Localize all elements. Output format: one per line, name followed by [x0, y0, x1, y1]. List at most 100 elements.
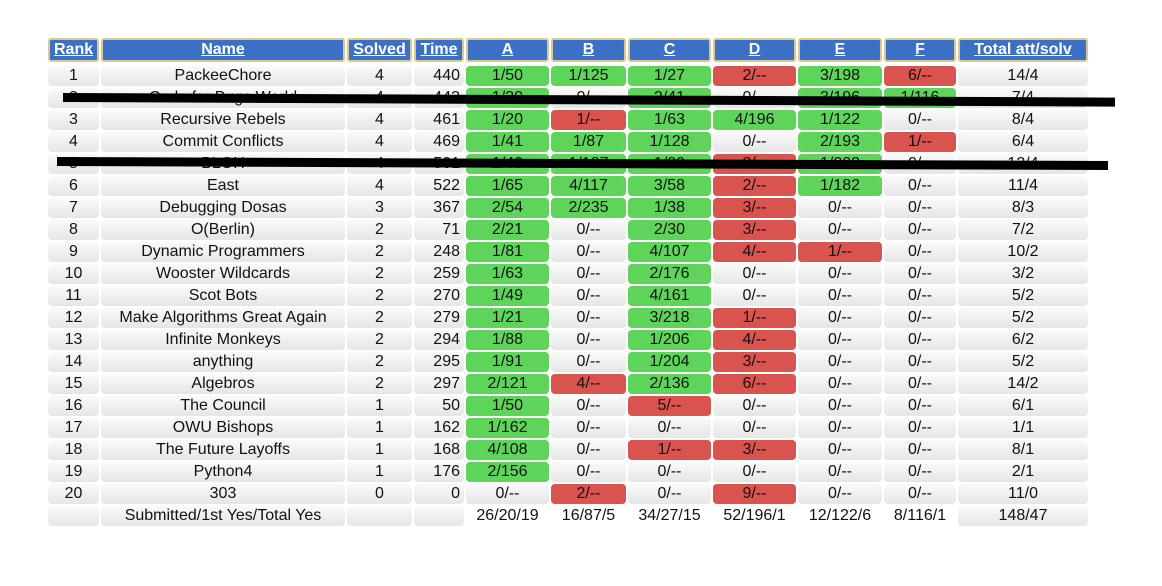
row-cell: Recursive Rebels: [101, 110, 345, 130]
row-cell: anything: [101, 352, 345, 372]
row-cell: 4: [347, 176, 412, 196]
row-cell: Make Algorithms Great Again: [101, 308, 345, 328]
row-cell: 294: [414, 330, 464, 350]
problem-cell: 0/--: [798, 462, 882, 482]
row-cell: 295: [414, 352, 464, 372]
problem-cell: 0/--: [551, 330, 626, 350]
column-header[interactable]: F: [884, 38, 956, 62]
problem-cell: 0/--: [713, 132, 796, 152]
problem-cell: 1/--: [551, 110, 626, 130]
footer-cell: 52/196/1: [723, 507, 786, 524]
problem-cell: 1/--: [798, 242, 882, 262]
row-cell: 522: [414, 176, 464, 196]
problem-cell: 1/49: [466, 286, 549, 306]
row-cell: 4: [347, 66, 412, 86]
row-cell: Debugging Dosas: [101, 198, 345, 218]
row-cell: 11/0: [958, 484, 1088, 504]
problem-cell: 1/27: [628, 66, 711, 86]
column-header[interactable]: Solved: [347, 38, 412, 62]
problem-cell: 0/--: [628, 462, 711, 482]
row-cell: Infinite Monkeys: [101, 330, 345, 350]
problem-cell: 1/128: [628, 132, 711, 152]
row-cell: 2: [347, 308, 412, 328]
row-cell: Python4: [101, 462, 345, 482]
row-cell: 270: [414, 286, 464, 306]
problem-cell: 0/--: [551, 242, 626, 262]
column-header[interactable]: Name: [101, 38, 345, 62]
row-cell: 2: [347, 374, 412, 394]
problem-cell: 1/206: [628, 330, 711, 350]
row-cell: 469: [414, 132, 464, 152]
footer-total: 148/47: [958, 506, 1088, 526]
row-cell: 8/4: [958, 110, 1088, 130]
problem-cell: 0/--: [798, 396, 882, 416]
row-cell: 1: [347, 396, 412, 416]
row-cell: 6: [48, 176, 99, 196]
problem-cell: 0/--: [884, 418, 956, 438]
column-header[interactable]: A: [466, 38, 549, 62]
problem-cell: 4/--: [713, 242, 796, 262]
footer-cell: 16/87/5: [561, 507, 616, 524]
column-header[interactable]: Time: [414, 38, 464, 62]
problem-cell: 0/--: [713, 264, 796, 284]
problem-cell: 2/176: [628, 264, 711, 284]
problem-cell: 0/--: [551, 308, 626, 328]
row-cell: 168: [414, 440, 464, 460]
row-cell: 71: [414, 220, 464, 240]
footer-cell: [347, 506, 412, 526]
problem-cell: 2/21: [466, 220, 549, 240]
problem-cell: 3/--: [713, 220, 796, 240]
row-cell: 7: [48, 198, 99, 218]
problem-cell: 1/81: [466, 242, 549, 262]
row-cell: 14: [48, 352, 99, 372]
problem-cell: 3/198: [798, 66, 882, 86]
column-header[interactable]: C: [628, 38, 711, 62]
problem-cell: 3/--: [713, 198, 796, 218]
row-cell: O(Berlin): [101, 220, 345, 240]
problem-cell: 1/63: [466, 264, 549, 284]
problem-cell: 0/--: [884, 484, 956, 504]
problem-cell: 0/--: [798, 286, 882, 306]
problem-cell: 1/50: [466, 66, 549, 86]
column-header[interactable]: D: [713, 38, 796, 62]
row-cell: 4: [48, 132, 99, 152]
problem-cell: 4/--: [551, 374, 626, 394]
problem-cell: 1/38: [628, 198, 711, 218]
problem-cell: 1/125: [551, 66, 626, 86]
problem-cell: 0/--: [713, 396, 796, 416]
problem-cell: 1/182: [798, 176, 882, 196]
problem-cell: 0/--: [551, 440, 626, 460]
footer-cell: 8/116/1: [893, 507, 947, 524]
problem-cell: 1/91: [466, 352, 549, 372]
problem-cell: 1/162: [466, 418, 549, 438]
row-cell: 2: [347, 220, 412, 240]
problem-cell: 0/--: [551, 418, 626, 438]
footer-cell: 34/27/15: [638, 507, 701, 524]
column-header[interactable]: B: [551, 38, 626, 62]
column-header[interactable]: Rank: [48, 38, 99, 62]
problem-cell: 0/--: [884, 110, 956, 130]
column-header[interactable]: E: [798, 38, 882, 62]
row-cell: 11/4: [958, 176, 1088, 196]
column-header[interactable]: Total att/solv: [958, 38, 1088, 62]
problem-cell: 2/156: [466, 462, 549, 482]
row-cell: Algebros: [101, 374, 345, 394]
problem-cell: 0/--: [798, 198, 882, 218]
row-cell: 2: [347, 264, 412, 284]
row-cell: 176: [414, 462, 464, 482]
row-cell: 2/1: [958, 462, 1088, 482]
problem-cell: 2/30: [628, 220, 711, 240]
problem-cell: 4/196: [713, 110, 796, 130]
problem-cell: 9/--: [713, 484, 796, 504]
problem-cell: 0/--: [798, 308, 882, 328]
row-cell: 5/2: [958, 352, 1088, 372]
problem-cell: 2/136: [628, 374, 711, 394]
row-cell: 8/3: [958, 198, 1088, 218]
problem-cell: 0/--: [884, 220, 956, 240]
problem-cell: 0/--: [884, 462, 956, 482]
problem-cell: 2/--: [551, 484, 626, 504]
row-cell: 7/2: [958, 220, 1088, 240]
problem-cell: 0/--: [713, 462, 796, 482]
row-cell: 5/2: [958, 308, 1088, 328]
